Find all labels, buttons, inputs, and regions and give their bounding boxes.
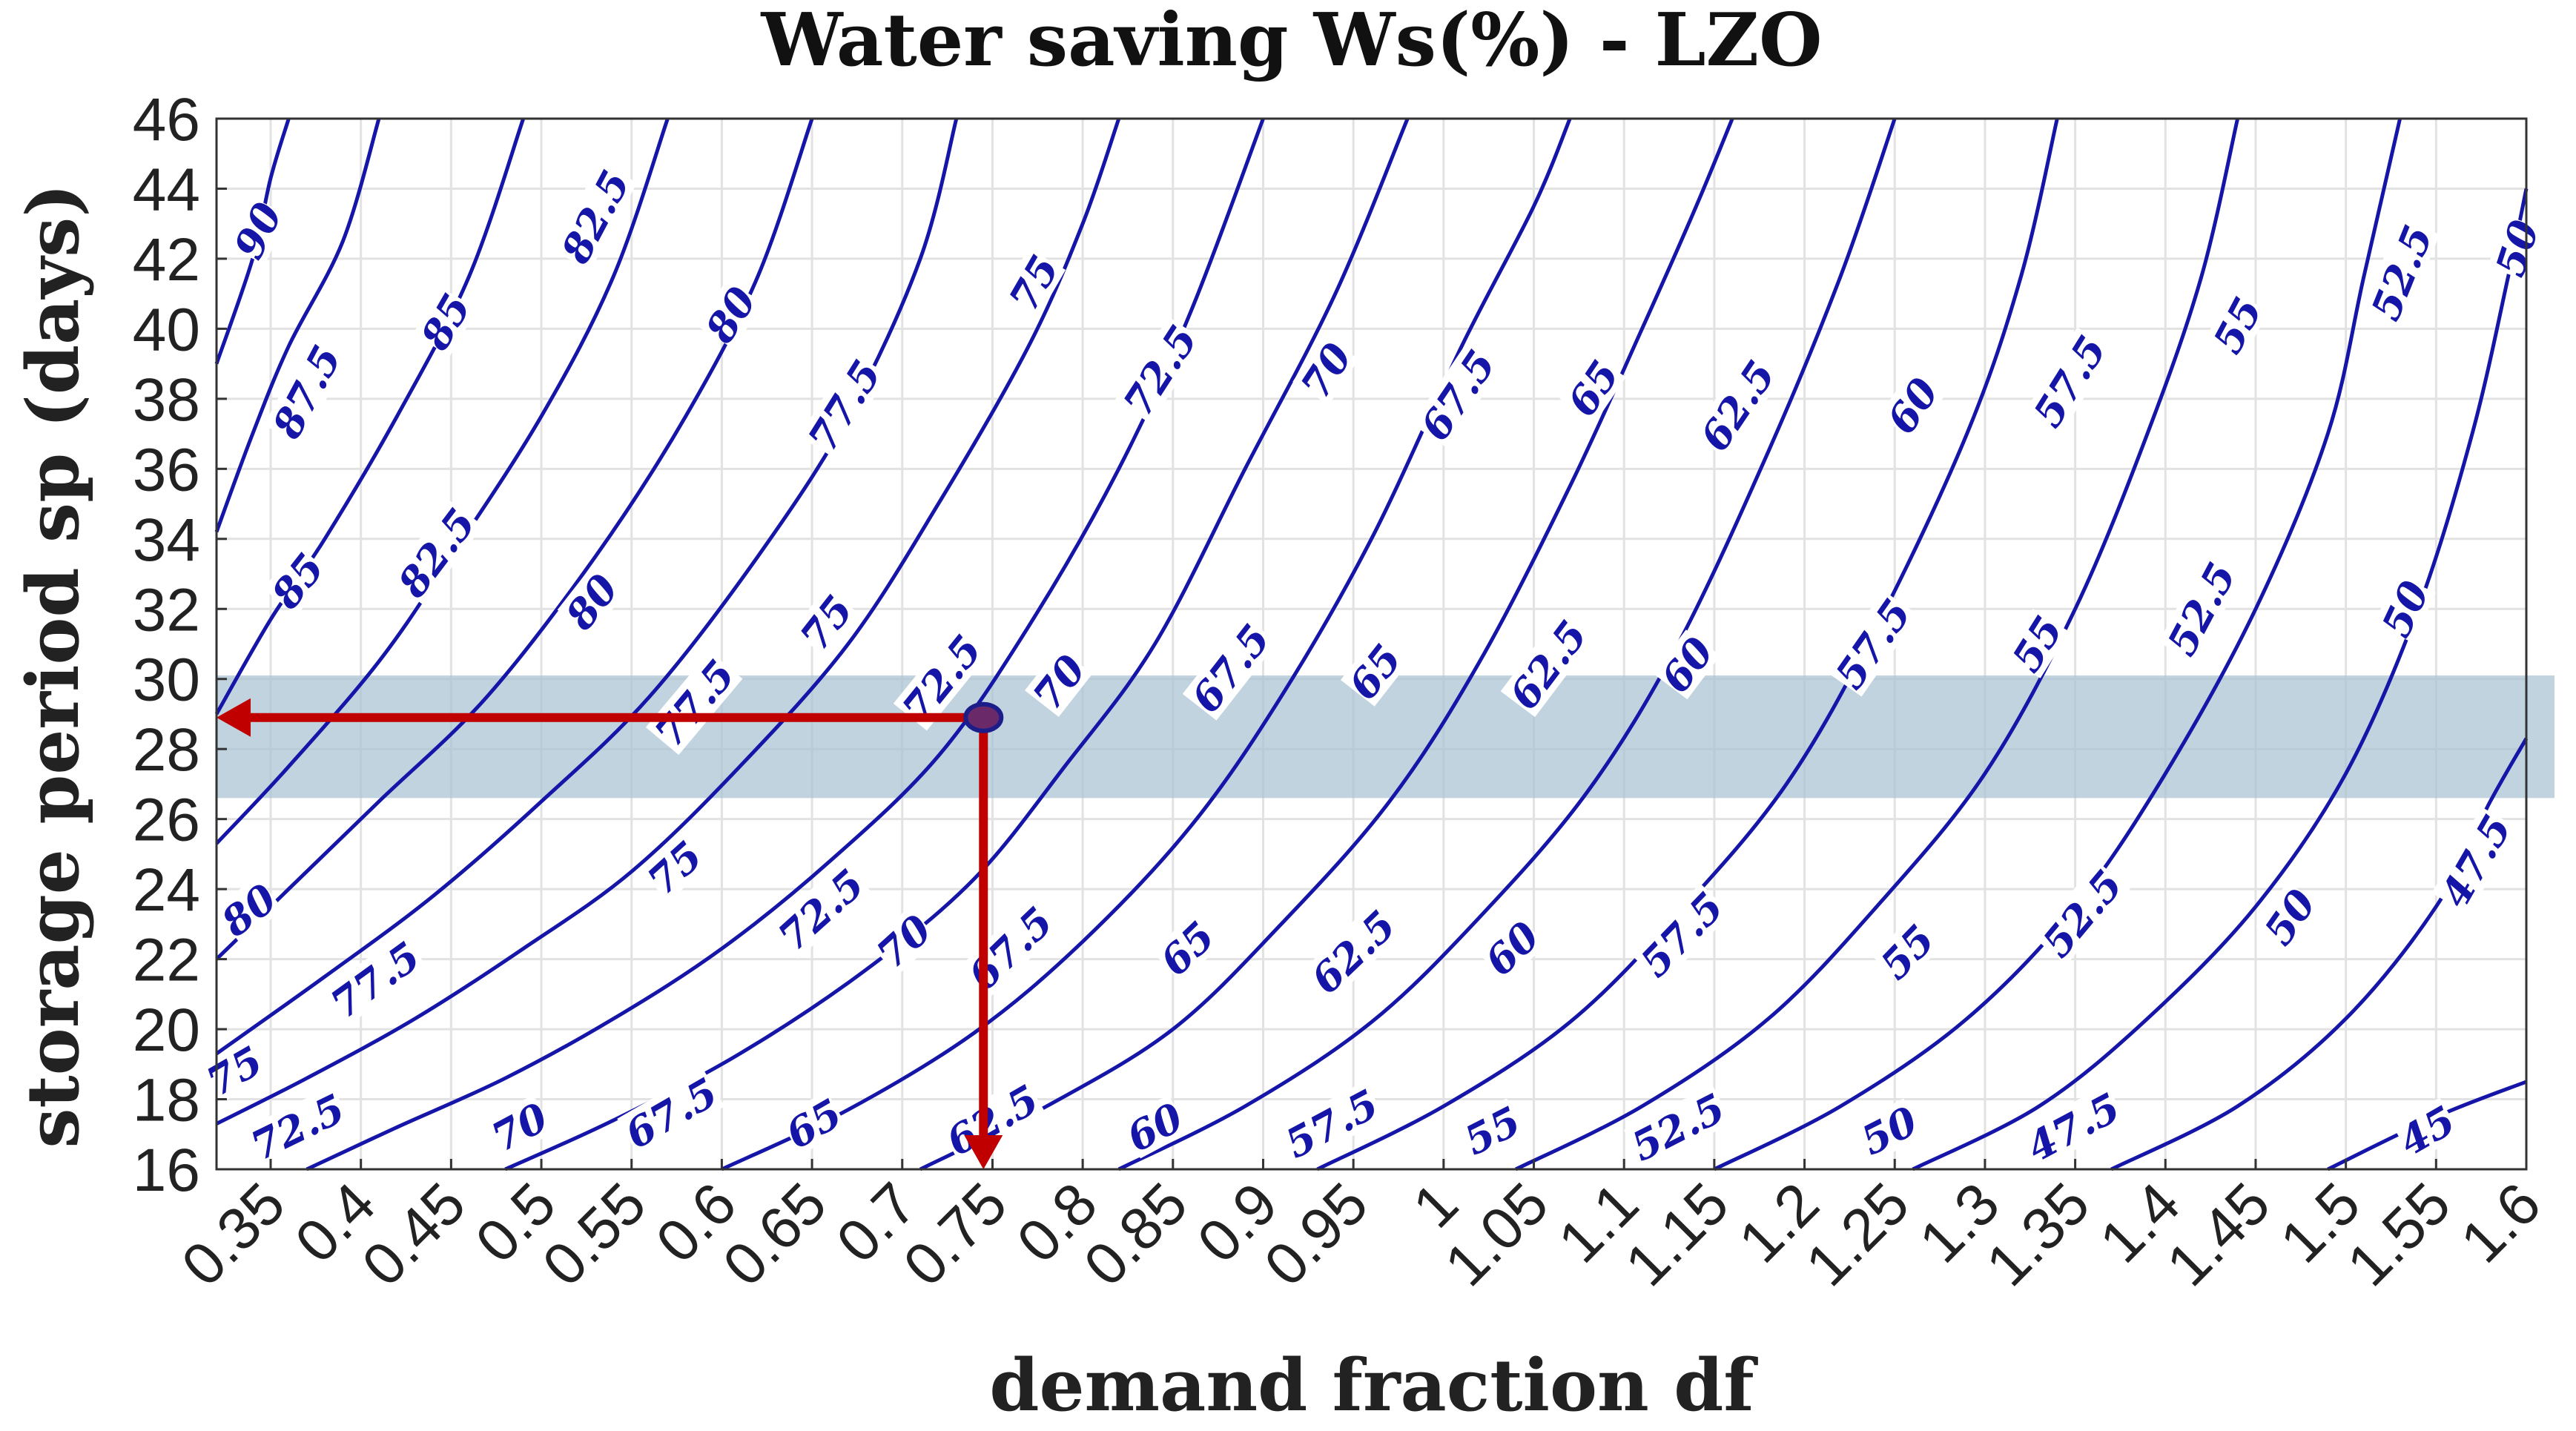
contour-label-gap: [1277, 1080, 1386, 1166]
y-tick-label: 18: [133, 1067, 200, 1134]
contour-label-gap: [243, 1085, 351, 1168]
contour-label-gap: [1025, 647, 1093, 717]
contour-label-gap: [1340, 636, 1409, 707]
contour-label-gap: [799, 351, 889, 459]
contour-label-gap: [1114, 317, 1205, 424]
contour-label-gap: [552, 162, 638, 271]
contour-label-gap: [263, 337, 349, 446]
contour-line-65: [919, 118, 1734, 1171]
contour-label-gap: [639, 833, 710, 902]
plot-frame: [215, 117, 2528, 1171]
y-tick-label: 20: [133, 997, 200, 1064]
contour-label-gap: [792, 587, 860, 658]
contour-label-gap: [2033, 861, 2130, 965]
contour-label-gap: [2431, 807, 2519, 915]
y-tick-label: 42: [133, 226, 200, 294]
contour-label-gap: [2487, 215, 2546, 281]
y-tick-label: 36: [133, 436, 200, 503]
contour-line-87-5: [214, 118, 381, 533]
contour-label-gap: [769, 860, 872, 959]
y-tick-label: 40: [133, 296, 200, 363]
contour-label-gap: [2018, 1084, 2127, 1169]
contour-label-gap: [1302, 902, 1404, 1002]
contour-label-gap: [2392, 1097, 2462, 1163]
contour-label-gap: [617, 1068, 725, 1157]
contour-line-55: [1713, 118, 2402, 1171]
y-tick-label: 22: [133, 927, 200, 994]
contour-line-52-5: [1912, 188, 2529, 1171]
contour-label-gap: [225, 196, 289, 265]
contour-label-gap: [868, 906, 939, 976]
contour-line-75: [215, 118, 1121, 1126]
y-tick-label: 16: [133, 1137, 200, 1204]
contour-label-gap: [322, 933, 428, 1026]
contour-label-gap: [1653, 629, 1721, 700]
contour-line-50: [2110, 737, 2529, 1171]
y-tick-label: 34: [133, 506, 200, 574]
contour-label-gap: [1872, 916, 1942, 987]
contour-label-gap: [412, 286, 478, 357]
arrow-head: [964, 1135, 1003, 1169]
contour-label-gap: [1476, 913, 1547, 983]
contour-label-gap: [1623, 1085, 1732, 1169]
contour-label-gap: [697, 280, 763, 349]
contour-label-gap: [2205, 290, 2269, 360]
contour-label-gap: [1500, 612, 1595, 718]
contour-label-gap: [2374, 575, 2436, 643]
contour-label-gap: [1182, 615, 1278, 721]
contour-label-gap: [1879, 370, 1946, 440]
contour-label-gap: [2004, 609, 2070, 678]
contour-label-gap: [1000, 248, 1066, 318]
contour-label-gap: [214, 876, 284, 944]
contour-label-gap: [2256, 882, 2323, 952]
contour-label-gap: [1691, 351, 1783, 459]
contour-line-67-5: [721, 118, 1572, 1171]
contour-label-gap: [1458, 1098, 1527, 1162]
arrow-head: [217, 698, 251, 737]
contour-label-gap: [1559, 353, 1626, 423]
contour-line-62-5: [1117, 118, 1897, 1171]
contour-line-60: [1316, 118, 2059, 1171]
contour-label-gap: [1292, 335, 1359, 406]
contour-label-gap: [485, 1094, 554, 1159]
intersection-marker: [963, 701, 1004, 733]
contour-label-gap: [1855, 1098, 1923, 1162]
x-axis-label: demand fraction df: [989, 1344, 1758, 1427]
contour-line-57-5: [1515, 118, 2240, 1171]
contour-label-gap: [645, 651, 743, 756]
contour-label-gap: [2159, 555, 2244, 663]
contour-label-gap: [1631, 883, 1731, 985]
contour-label-gap: [1411, 341, 1503, 449]
y-tick-label: 30: [133, 647, 200, 714]
contour-line-77-5: [215, 118, 959, 1056]
contour-label-gap: [389, 500, 483, 606]
y-tick-label: 46: [133, 86, 200, 153]
y-tick-label: 26: [133, 787, 200, 854]
y-tick-label: 32: [133, 576, 200, 644]
contour-label-gap: [263, 545, 331, 615]
contour-label-gap: [1152, 913, 1222, 983]
contour-label-gap: [1120, 1094, 1189, 1159]
contour-line-85: [214, 118, 526, 716]
contour-label-gap: [779, 1091, 848, 1156]
chart-title: Water saving Ws(%) - LZO: [761, 0, 1823, 83]
contour-label-gap: [893, 626, 990, 731]
contour-label-gap: [1826, 590, 1919, 697]
contour-label-gap: [2362, 218, 2440, 327]
y-tick-label: 44: [133, 156, 200, 223]
y-tick-label: 24: [133, 856, 200, 924]
y-tick-label: 38: [133, 366, 200, 434]
contour-line-80: [215, 118, 814, 961]
annotation-arrows: [217, 698, 1004, 1169]
y-axis-label: storage period sp (days): [11, 183, 95, 1148]
contour-label-gap: [938, 1076, 1046, 1163]
y-tick-label: 28: [133, 716, 200, 784]
contour-label-gap: [557, 566, 626, 637]
contour-label-gap: [2024, 327, 2114, 434]
